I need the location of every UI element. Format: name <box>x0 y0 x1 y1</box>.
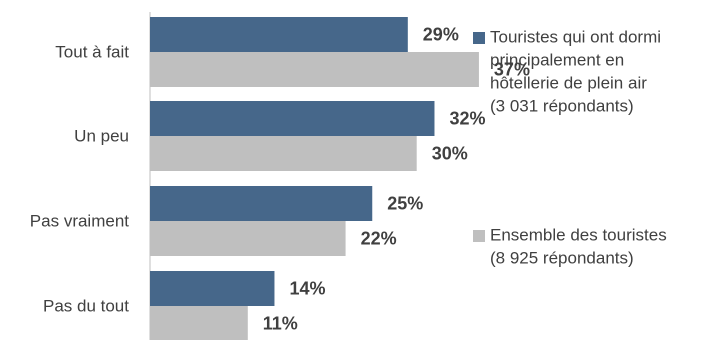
data-label: 37% <box>494 59 530 79</box>
bar-all-tourists <box>150 306 248 341</box>
bar-all-tourists <box>150 136 417 171</box>
legend-label: (8 925 répondants) <box>490 248 634 267</box>
bar-all-tourists <box>150 221 346 256</box>
legend-swatch <box>473 230 485 242</box>
data-label: 22% <box>361 228 397 248</box>
data-label: 14% <box>289 278 325 298</box>
bar-hpa-tourists <box>150 101 435 136</box>
legend-label: Touristes qui ont dormi <box>490 27 661 46</box>
category-label: Pas du tout <box>43 296 129 315</box>
data-label: 32% <box>449 108 485 128</box>
category-label: Un peu <box>74 126 129 145</box>
data-label: 30% <box>432 143 468 163</box>
bar-all-tourists <box>150 52 479 87</box>
legend-label: Ensemble des touristes <box>490 225 667 244</box>
bar-hpa-tourists <box>150 17 408 52</box>
category-label: Pas vraiment <box>30 211 129 230</box>
category-label: Tout à fait <box>55 42 129 61</box>
legend-label: hôtellerie de plein air <box>490 73 647 92</box>
bar-hpa-tourists <box>150 271 275 306</box>
bar-hpa-tourists <box>150 186 373 221</box>
data-label: 25% <box>387 193 423 213</box>
data-label: 29% <box>423 24 459 44</box>
legend-swatch <box>473 32 485 44</box>
legend-label: principalement en <box>490 50 624 69</box>
legend-label: (3 031 répondants) <box>490 96 634 115</box>
data-label: 11% <box>263 313 298 333</box>
